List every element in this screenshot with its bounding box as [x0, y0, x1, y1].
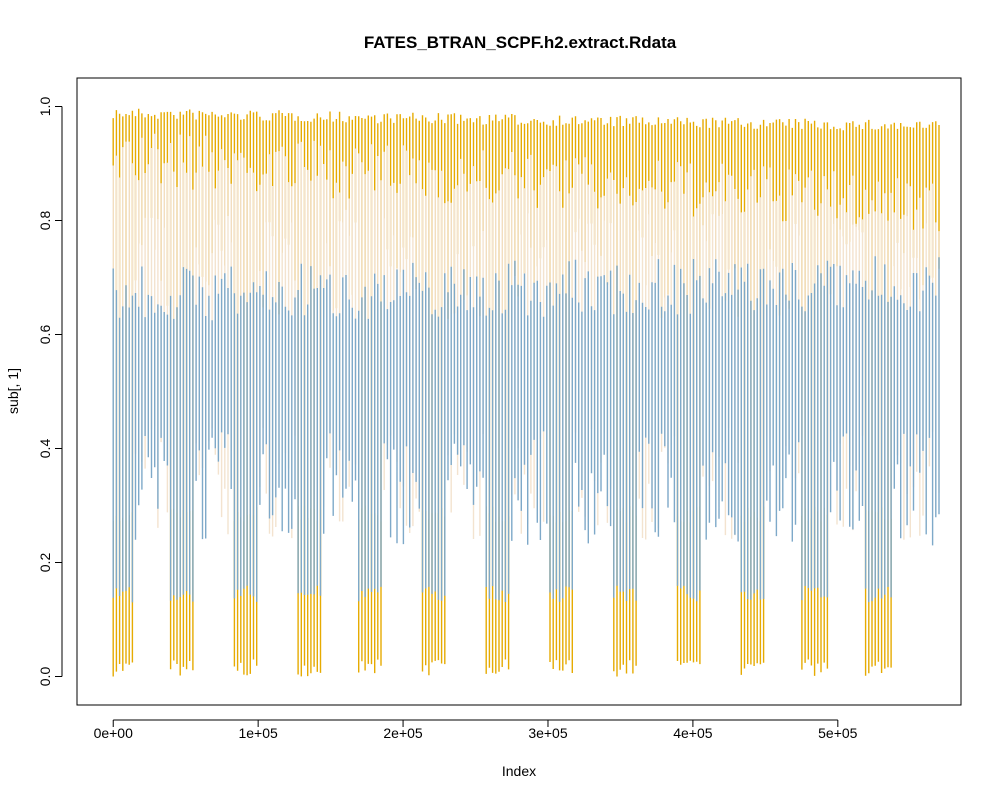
plot-frame [76, 77, 962, 706]
y-tick-label: 0.4 [37, 439, 53, 459]
x-tick-label: 2e+05 [383, 725, 423, 741]
y-tick-label: 0.2 [37, 553, 53, 573]
x-tick-label: 0e+00 [94, 725, 134, 741]
x-axis-label: Index [502, 763, 536, 779]
x-tick-label: 3e+05 [528, 725, 568, 741]
y-axis-label: sub[, 1] [5, 368, 21, 414]
x-tick-label: 1e+05 [238, 725, 278, 741]
y-tick-label: 0.0 [37, 667, 53, 687]
x-axis: 0e+00 1e+05 2e+05 3e+05 4e+05 5e+05 [94, 719, 858, 741]
y-axis: 0.0 0.2 0.4 0.6 0.8 1.0 [37, 97, 63, 687]
series-3-strokes [112, 256, 940, 603]
series-3 [112, 256, 940, 603]
chart-title: FATES_BTRAN_SCPF.h2.extract.Rdata [364, 33, 677, 52]
x-tick-label: 4e+05 [673, 725, 713, 741]
y-tick-label: 0.6 [37, 325, 53, 345]
x-tick-label: 5e+05 [818, 725, 858, 741]
y-tick-label: 1.0 [37, 97, 53, 117]
y-tick-label: 0.8 [37, 211, 53, 231]
plot-marks [112, 108, 940, 677]
